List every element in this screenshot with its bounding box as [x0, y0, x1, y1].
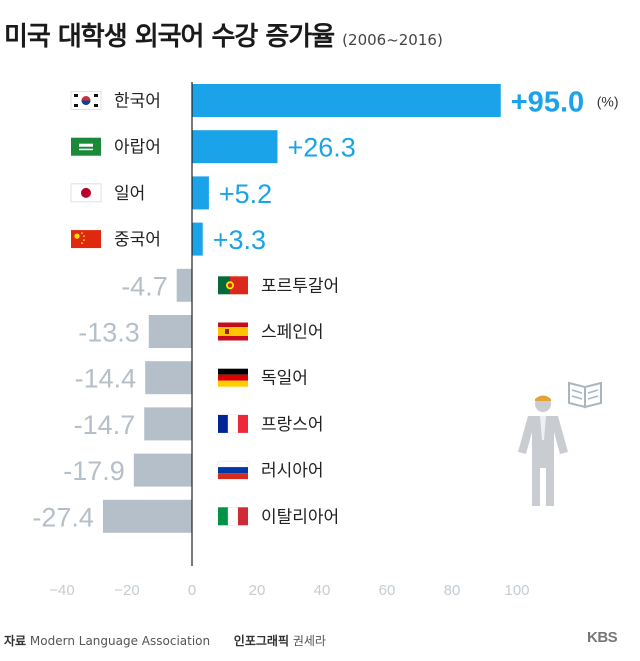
value-label-5: -4.7 — [121, 271, 168, 301]
value-label-10: -27.4 — [32, 502, 94, 532]
x-tick-7: 80 — [444, 582, 461, 599]
value-label-9: -17.9 — [63, 456, 125, 486]
bar-2 — [192, 130, 278, 164]
bars-layer — [102, 84, 501, 533]
footer: 자료 Modern Language Association 인포그래픽 권세라 — [4, 632, 326, 649]
source-text: Modern Language Association — [29, 634, 211, 648]
russia-flag-icon — [217, 460, 249, 480]
x-tick-3: 0 — [188, 582, 196, 599]
labels-layer: +95.0 한국어 +26.3 아랍어 +5.2 일어 +3.3 중국어 -4.7 포르투갈어 -1… — [32, 87, 618, 533]
category-label-6: 스페인어 — [261, 323, 324, 343]
category-label-10: 이탈리아어 — [261, 507, 339, 527]
chart-title: 미국 대학생 외국어 수강 증가율 (2006~2016) — [4, 16, 443, 53]
title-text: 미국 대학생 외국어 수강 증가율 — [4, 22, 335, 52]
x-axis-ticks: −40 −20 0 20 40 60 80 100 — [49, 582, 529, 599]
germany-flag-icon — [218, 368, 248, 387]
bar-9 — [133, 453, 192, 487]
category-label-9: 러시아어 — [261, 461, 324, 481]
person-icon — [518, 395, 568, 506]
bar-4 — [192, 222, 203, 256]
korea-flag-icon — [70, 91, 102, 110]
spain-flag-icon — [218, 322, 248, 341]
france-flag-icon — [218, 414, 248, 434]
source-label: 자료 — [4, 634, 27, 648]
x-tick-8: 100 — [504, 582, 529, 599]
category-label-4: 중국어 — [114, 230, 161, 250]
category-label-3: 일어 — [114, 184, 145, 204]
x-tick-4: 20 — [249, 582, 266, 599]
x-tick-2: −20 — [114, 582, 139, 599]
bar-5 — [176, 268, 192, 302]
category-label-2: 아랍어 — [114, 138, 161, 158]
graphic-author: 권세라 — [292, 634, 326, 648]
value-label-8: -14.7 — [74, 410, 136, 440]
value-label-1: +95.0 — [511, 87, 584, 119]
saudi-arabia-flag-icon — [71, 137, 101, 156]
value-label-4: +3.3 — [213, 225, 266, 255]
category-label-8: 프랑스어 — [261, 415, 324, 435]
china-flag-icon — [71, 230, 101, 249]
kbs-logo: KBS — [587, 629, 618, 646]
bar-10 — [102, 499, 192, 533]
person-with-book-illustration — [518, 381, 602, 506]
value-label-7: -14.4 — [75, 364, 137, 394]
category-label-5: 포르투갈어 — [261, 276, 339, 296]
graphic-label: 인포그래픽 — [233, 634, 289, 648]
open-book-icon — [568, 381, 602, 409]
category-label-7: 독일어 — [261, 369, 308, 389]
japan-flag-icon — [70, 183, 102, 203]
value-label-2: +26.3 — [287, 133, 355, 163]
bar-6 — [148, 315, 192, 348]
x-tick-5: 40 — [314, 582, 331, 599]
bar-3 — [192, 176, 209, 210]
x-tick-6: 60 — [379, 582, 396, 599]
bar-8 — [144, 407, 192, 441]
bar-7 — [145, 361, 192, 395]
title-period: (2006~2016) — [342, 31, 443, 49]
value-label-6: -13.3 — [78, 318, 140, 348]
value-label-3: +5.2 — [219, 179, 272, 209]
x-tick-1: −40 — [49, 582, 74, 599]
category-label-1: 한국어 — [114, 92, 161, 112]
portugal-flag-icon — [218, 276, 248, 295]
bar-1 — [192, 84, 501, 117]
italy-flag-icon — [218, 507, 248, 526]
unit-label: (%) — [597, 94, 619, 110]
